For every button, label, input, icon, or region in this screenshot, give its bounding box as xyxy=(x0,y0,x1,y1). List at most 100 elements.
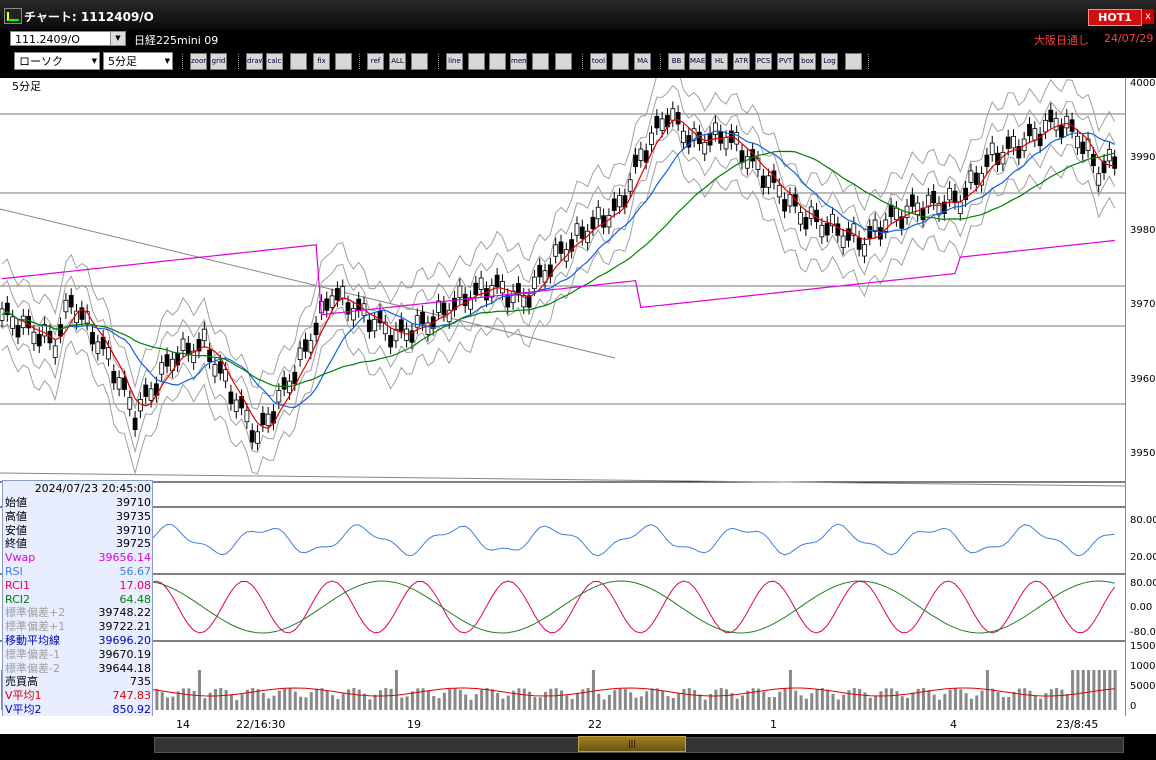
toolbar-atr-button[interactable]: ATR xyxy=(733,53,750,70)
toolbar-memo-button[interactable]: memo xyxy=(510,53,527,70)
symbol-input[interactable]: 111.2409/O ▼ xyxy=(10,31,126,46)
volume-bar xyxy=(778,691,782,710)
toolbar-zoom-button[interactable]: zoom xyxy=(190,53,207,70)
volume-bar xyxy=(421,688,425,710)
chevron-down-icon[interactable]: ▼ xyxy=(110,32,125,45)
chart-type-select[interactable]: ローソク ▼ xyxy=(14,52,100,70)
toolbar-color-button[interactable] xyxy=(612,53,629,70)
candle-body xyxy=(957,201,963,215)
candle-body xyxy=(925,194,931,208)
toolbar-log-button[interactable]: Log xyxy=(821,53,838,70)
candle-body xyxy=(909,194,915,207)
candle-body xyxy=(531,276,537,290)
volume-bar xyxy=(602,699,606,710)
candle-body xyxy=(585,230,591,244)
volume-bar xyxy=(687,688,691,710)
candle-body xyxy=(31,331,37,345)
candle-body xyxy=(941,201,947,214)
volume-bar xyxy=(331,695,335,710)
candle-body xyxy=(627,179,633,192)
toolbar-export-button[interactable] xyxy=(845,53,862,70)
toolbar-pcs-button[interactable]: PCS xyxy=(755,53,772,70)
symbol-bar: 111.2409/O ▼ 日経225mini 09 大阪日通し 24/07/29 xyxy=(0,30,1156,48)
candle-body xyxy=(569,239,575,252)
toolbar-trash-button[interactable] xyxy=(532,53,549,70)
info-value: 39710 xyxy=(116,523,151,537)
toolbar-bb-button[interactable]: BB xyxy=(668,53,685,70)
volume-bar xyxy=(458,690,462,710)
time-axis: 14 22/16:30 19 22 1 4 23/8:45 xyxy=(0,716,1156,734)
candle-body xyxy=(52,345,58,358)
volume-bar xyxy=(261,692,265,710)
volume-bar xyxy=(490,689,494,710)
volume-bar xyxy=(549,688,553,710)
toolbar-pvt-button[interactable]: PVT xyxy=(777,53,794,70)
candle-body xyxy=(803,217,809,230)
time-tick-label: 23/8:45 xyxy=(1056,718,1099,731)
candle-body xyxy=(36,333,42,347)
volume-bar xyxy=(746,690,750,710)
candle-body xyxy=(164,354,170,367)
chart-area[interactable]: 5分足 xyxy=(0,63,1126,716)
volume-bar xyxy=(565,695,569,710)
volume-bar xyxy=(613,690,617,710)
scroll-thumb[interactable]: ||| xyxy=(578,736,686,752)
candle-body xyxy=(595,206,601,220)
toolbar-ref-button[interactable]: ref xyxy=(367,53,384,70)
volume-bar xyxy=(405,696,409,710)
candle-body xyxy=(830,213,835,227)
toolbar-select-button[interactable] xyxy=(468,53,485,70)
volume-bar xyxy=(240,694,244,710)
info-label: RSI xyxy=(5,565,23,578)
toolbar-line-button[interactable]: line xyxy=(446,53,463,70)
toolbar-tool-button[interactable]: tool xyxy=(590,53,607,70)
toolbar-fix-button[interactable]: fix xyxy=(313,53,330,70)
toolbar-eraser-button[interactable] xyxy=(489,53,506,70)
volume-bar xyxy=(884,688,888,710)
candle-body xyxy=(1075,135,1080,149)
candle-body xyxy=(526,295,532,308)
info-label: 安値 xyxy=(5,523,27,537)
info-value: 56.67 xyxy=(119,565,152,578)
toolbar-settings-button[interactable] xyxy=(555,53,572,70)
volume-bar xyxy=(714,689,718,710)
candle-body xyxy=(862,244,867,257)
volume-bar xyxy=(719,688,723,710)
toolbar-all-button[interactable]: ALL xyxy=(389,53,406,70)
toolbar-mae-button[interactable]: MAE xyxy=(689,53,706,70)
hot-button[interactable]: HOT1 xyxy=(1088,9,1142,26)
toolbar-split-button[interactable] xyxy=(335,53,352,70)
volume-bar xyxy=(762,691,766,710)
volume-bar xyxy=(219,688,223,710)
candle-body xyxy=(516,283,521,296)
toolbar-hl-button[interactable]: HL xyxy=(711,53,728,70)
toolbar-grid-button[interactable]: grid xyxy=(210,53,227,70)
volume-bar xyxy=(394,670,398,710)
candle-body xyxy=(388,335,394,348)
toolbar-ma-button[interactable]: MA xyxy=(634,53,651,70)
candle-body xyxy=(10,316,16,329)
chart-scrollbar[interactable]: ||| xyxy=(0,734,1156,760)
toolbar-pattern-button[interactable] xyxy=(290,53,307,70)
timeframe-select[interactable]: 5分足 ▼ xyxy=(103,52,173,70)
volume-bar xyxy=(1081,670,1085,710)
volume-bar xyxy=(783,688,787,710)
close-icon[interactable]: x xyxy=(1142,9,1154,24)
candle-body xyxy=(744,156,750,169)
candle-body xyxy=(122,377,127,390)
volume-bar xyxy=(235,699,239,710)
candle-body xyxy=(1027,123,1032,137)
price-tick-label: 39900 xyxy=(1130,152,1156,163)
bollinger-band-line xyxy=(1,149,1116,476)
info-value: 39644.18 xyxy=(98,661,152,675)
toolbar-trend-button[interactable] xyxy=(411,53,428,70)
toolbar-calc-button[interactable]: calc xyxy=(266,53,283,70)
moving-average-1-line xyxy=(1,118,1115,429)
chart-svg[interactable]: 5分足 xyxy=(0,63,1126,716)
volume-bar xyxy=(953,688,957,710)
toolbar-box-button[interactable]: box xyxy=(799,53,816,70)
toolbar-draw-button[interactable]: draw xyxy=(246,53,263,70)
candle-body xyxy=(819,224,825,238)
info-row: 移動平均線 39696.20 xyxy=(5,634,151,648)
candle-body xyxy=(446,309,452,323)
